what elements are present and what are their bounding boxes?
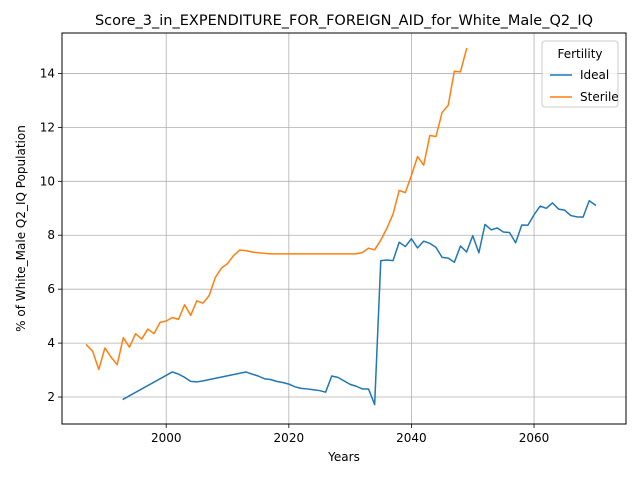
grid: [62, 33, 626, 424]
y-tick-label: 2: [47, 390, 55, 404]
y-axis-label: % of White_Male Q2_IQ Population: [14, 125, 28, 332]
legend: Fertility Ideal Sterile: [541, 40, 619, 108]
series-layer: [85, 47, 597, 406]
x-axis-label: Years: [327, 450, 360, 464]
axes-frame: [61, 32, 627, 425]
legend-box: [541, 40, 619, 108]
y-tick-label: 14: [40, 66, 55, 80]
x-tick-label: 2040: [396, 431, 427, 445]
x-axis-ticks: 2000 2020 2040 2060: [151, 424, 549, 445]
x-tick-label: 2060: [519, 431, 550, 445]
legend-entries: Ideal Sterile: [550, 68, 619, 104]
y-tick-label: 8: [47, 228, 55, 242]
y-axis-ticks: 2 4 6 8 10 12 14: [40, 66, 62, 404]
series-line-sterile: [85, 47, 468, 371]
x-tick-label: 2000: [151, 431, 182, 445]
y-tick-label: 4: [47, 336, 55, 350]
legend-title: Fertility: [557, 47, 602, 61]
series-line-ideal: [122, 199, 597, 406]
y-tick-label: 12: [40, 120, 55, 134]
y-tick-label: 6: [47, 282, 55, 296]
legend-label-ideal: Ideal: [580, 68, 609, 82]
y-tick-label: 10: [40, 174, 55, 188]
legend-label-sterile: Sterile: [580, 90, 619, 104]
chart-title: Score_3_in_EXPENDITURE_FOR_FOREIGN_AID_f…: [95, 13, 593, 29]
x-tick-label: 2020: [274, 431, 305, 445]
